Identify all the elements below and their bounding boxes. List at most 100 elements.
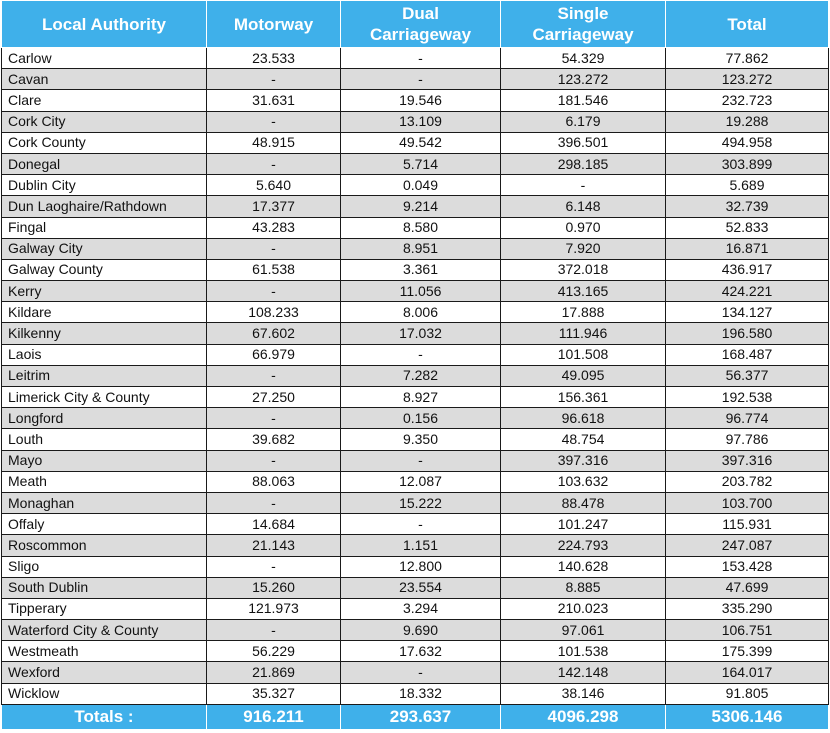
table-row: South Dublin 15.260 23.554 8.885 47.699 (1, 576, 829, 599)
table-row: Louth 39.682 9.350 48.754 97.786 (1, 428, 829, 451)
cell-single-carriageway: 140.628 (500, 555, 666, 578)
totals-motorway: 916.211 (206, 703, 341, 730)
cell-single-carriageway: 372.018 (500, 258, 666, 282)
cell-motorway: 61.538 (206, 258, 341, 282)
cell-local-authority: Sligo (1, 555, 207, 578)
cell-motorway: 27.250 (206, 385, 341, 409)
table-row: Galway City -8.951 7.920 16.871 (1, 237, 829, 260)
cell-local-authority: Limerick City & County (1, 385, 207, 409)
table-row: Mayo - -397.316 397.316 (1, 449, 829, 472)
cell-dual-carriageway: - (340, 513, 501, 536)
cell-total: 106.751 (665, 619, 829, 642)
cell-total: 164.017 (665, 661, 829, 684)
cell-dual-carriageway: 0.049 (340, 174, 501, 197)
table-row: Galway County 61.538 3.361 372.018 436.917 (1, 258, 829, 282)
cell-motorway: - (206, 491, 341, 515)
cell-total: 196.580 (665, 322, 829, 345)
cell-total: 436.917 (665, 258, 829, 282)
table-row: Limerick City & County 27.250 8.927 156.361… (1, 385, 829, 409)
table-row: Clare 31.631 19.546 181.546 232.723 (1, 89, 829, 112)
cell-single-carriageway: 397.316 (500, 449, 666, 472)
totals-single: 4096.298 (500, 703, 666, 730)
cell-single-carriageway: 103.632 (500, 470, 666, 493)
cell-total: 123.272 (665, 68, 829, 91)
cell-local-authority: Louth (1, 428, 207, 451)
cell-single-carriageway: 96.618 (500, 407, 666, 430)
cell-local-authority: Galway County (1, 258, 207, 282)
cell-motorway: - (206, 407, 341, 430)
cell-local-authority: South Dublin (1, 576, 207, 599)
cell-local-authority: Laois (1, 343, 207, 366)
cell-motorway: 121.973 (206, 597, 341, 621)
cell-motorway: - (206, 68, 341, 91)
table-row: Roscommon 21.143 1.151 224.793 247.087 (1, 534, 829, 557)
table-row: Fingal 43.283 8.580 0.970 52.833 (1, 216, 829, 239)
cell-motorway: 67.602 (206, 322, 341, 345)
cell-local-authority: Tipperary (1, 597, 207, 621)
table-footer: Totals : 916.211 293.637 4096.298 5306.1… (1, 703, 829, 730)
table-row: Cork County 48.915 49.542 396.501 494.958 (1, 131, 829, 154)
cell-single-carriageway: 101.508 (500, 343, 666, 366)
cell-local-authority: Cork City (1, 110, 207, 133)
cell-local-authority: Fingal (1, 216, 207, 239)
table-row: Cork City -13.109 6.179 19.288 (1, 110, 829, 133)
cell-total: 32.739 (665, 195, 829, 218)
cell-dual-carriageway: 19.546 (340, 89, 501, 112)
cell-dual-carriageway: 15.222 (340, 491, 501, 515)
table-row: Dun Laoghaire/Rathdown 17.377 9.214 6.148 32… (1, 195, 829, 218)
cell-total: 335.290 (665, 597, 829, 621)
cell-dual-carriageway: 17.632 (340, 640, 501, 663)
cell-motorway: 23.533 (206, 46, 341, 70)
header-motorway: Motorway (206, 0, 341, 48)
cell-dual-carriageway: 13.109 (340, 110, 501, 133)
cell-single-carriageway: 123.272 (500, 68, 666, 91)
cell-single-carriageway: - (500, 174, 666, 197)
cell-local-authority: Offaly (1, 513, 207, 536)
cell-single-carriageway: 111.946 (500, 322, 666, 345)
header-single-carriageway: Single Carriageway (500, 0, 666, 48)
header-row: Local Authority Motorway Dual Carriagewa… (1, 0, 829, 48)
table-row: Cavan - -123.272 123.272 (1, 68, 829, 91)
cell-motorway: - (206, 152, 341, 176)
cell-local-authority: Wexford (1, 661, 207, 684)
cell-single-carriageway: 210.023 (500, 597, 666, 621)
cell-dual-carriageway: - (340, 343, 501, 366)
cell-local-authority: Longford (1, 407, 207, 430)
cell-single-carriageway: 6.179 (500, 110, 666, 133)
cell-single-carriageway: 88.478 (500, 491, 666, 515)
cell-local-authority: Meath (1, 470, 207, 493)
cell-motorway: 43.283 (206, 216, 341, 239)
table-row: Monaghan -15.222 88.478 103.700 (1, 491, 829, 515)
cell-single-carriageway: 48.754 (500, 428, 666, 451)
cell-local-authority: Cork County (1, 131, 207, 154)
cell-local-authority: Waterford City & County (1, 619, 207, 642)
cell-total: 96.774 (665, 407, 829, 430)
cell-local-authority: Kildare (1, 301, 207, 324)
cell-single-carriageway: 224.793 (500, 534, 666, 557)
cell-motorway: 108.233 (206, 301, 341, 324)
cell-motorway: 17.377 (206, 195, 341, 218)
cell-single-carriageway: 298.185 (500, 152, 666, 176)
table-row: Carlow 23.533-54.329 77.862 (1, 46, 829, 70)
table-row: Kerry -11.056 413.165 424.221 (1, 280, 829, 303)
cell-total: 115.931 (665, 513, 829, 536)
table-row: Meath 88.063 12.087 103.632 203.782 (1, 470, 829, 493)
table-row: Dublin City 5.640 0.049-5.689 (1, 174, 829, 197)
cell-dual-carriageway: 5.714 (340, 152, 501, 176)
totals-total: 5306.146 (665, 703, 829, 730)
cell-single-carriageway: 413.165 (500, 280, 666, 303)
cell-motorway: 21.869 (206, 661, 341, 684)
cell-motorway: - (206, 619, 341, 642)
cell-local-authority: Cavan (1, 68, 207, 91)
cell-single-carriageway: 17.888 (500, 301, 666, 324)
cell-dual-carriageway: - (340, 449, 501, 472)
cell-dual-carriageway: 8.006 (340, 301, 501, 324)
cell-dual-carriageway: 3.361 (340, 258, 501, 282)
cell-dual-carriageway: 12.800 (340, 555, 501, 578)
cell-local-authority: Mayo (1, 449, 207, 472)
cell-motorway: 5.640 (206, 174, 341, 197)
cell-motorway: 21.143 (206, 534, 341, 557)
cell-motorway: 39.682 (206, 428, 341, 451)
cell-single-carriageway: 7.920 (500, 237, 666, 260)
